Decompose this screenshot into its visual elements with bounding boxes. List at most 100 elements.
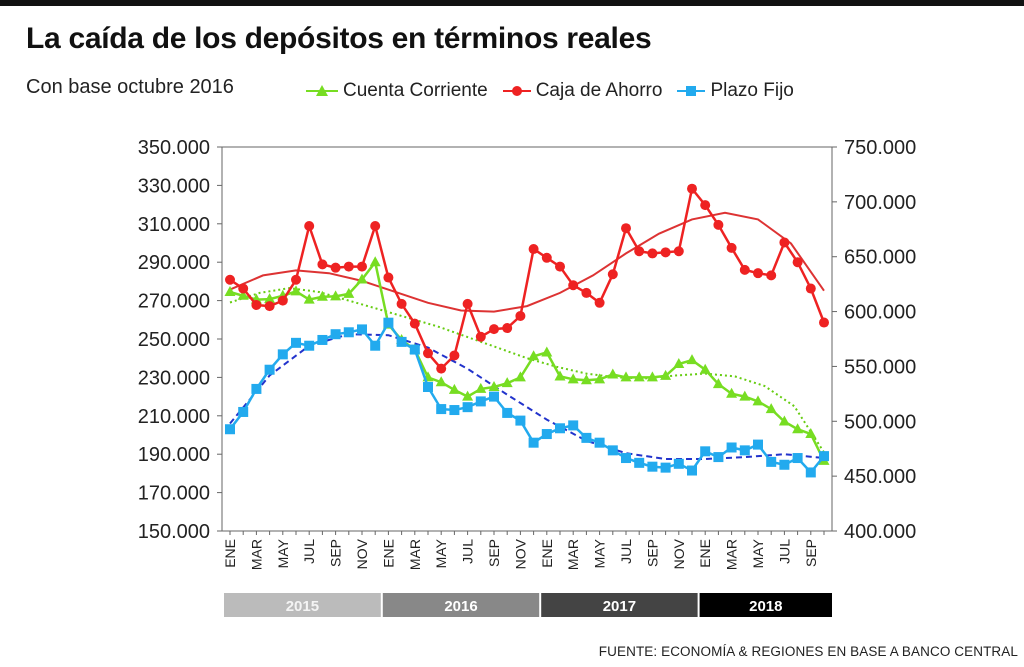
point-plazo-fijo	[792, 453, 803, 464]
x-tick-label: MAR	[724, 539, 740, 570]
point-caja-de-ahorro	[555, 261, 565, 272]
y-right-tick-label: 700.000	[844, 192, 916, 214]
y-left-tick-label: 330.000	[138, 175, 210, 197]
x-tick-label: SEP	[644, 539, 660, 567]
x-tick-label: NOV	[512, 538, 528, 569]
point-cuenta-corriente	[805, 428, 817, 439]
x-tick-label: MAY	[433, 538, 449, 568]
legend-label-cuenta-corriente: Cuenta Corriente	[343, 80, 488, 101]
point-plazo-fijo	[528, 437, 539, 448]
point-plazo-fijo	[687, 465, 697, 476]
chart-title: La caída de los depósitos en términos re…	[26, 22, 652, 55]
point-plazo-fijo	[726, 442, 737, 453]
legend-item-plazo-fijo: Plazo Fijo	[676, 80, 794, 102]
point-caja-de-ahorro	[502, 323, 513, 334]
point-caja-de-ahorro	[528, 244, 539, 255]
source-note: FUENTE: ECONOMÍA & REGIONES EN BASE A BA…	[598, 644, 1018, 659]
point-caja-de-ahorro	[647, 248, 658, 259]
point-cuenta-corriente	[541, 346, 553, 357]
point-plazo-fijo	[581, 432, 592, 443]
chart-legend: Cuenta Corriente Caja de Ahorro Plazo Fi…	[305, 78, 794, 104]
point-plazo-fijo	[238, 406, 249, 417]
point-plazo-fijo	[317, 334, 328, 345]
point-caja-de-ahorro	[739, 264, 750, 275]
point-plazo-fijo	[621, 453, 631, 464]
point-cuenta-corriente	[646, 371, 658, 382]
point-cuenta-corriente	[237, 289, 249, 300]
point-caja-de-ahorro	[634, 246, 645, 257]
point-caja-de-ahorro	[541, 252, 552, 263]
point-plazo-fijo	[489, 391, 499, 402]
legend-item-cuenta-corriente: Cuenta Corriente	[305, 80, 488, 102]
point-cuenta-corriente	[778, 415, 790, 426]
x-tick-label: JUL	[301, 539, 317, 564]
y-left-tick-label: 290.000	[138, 252, 210, 274]
trendline-caja-de-ahorro	[229, 211, 825, 313]
point-plazo-fijo	[805, 467, 816, 478]
point-cuenta-corriente	[369, 256, 381, 267]
point-cuenta-corriente	[594, 373, 606, 384]
point-cuenta-corriente	[316, 290, 328, 301]
point-cuenta-corriente	[356, 273, 368, 284]
x-tick-label: MAY	[275, 538, 291, 568]
year-band	[541, 593, 698, 617]
legend-marker-square-icon	[677, 86, 706, 96]
point-cuenta-corriente	[752, 395, 764, 406]
point-cuenta-corriente	[726, 387, 738, 398]
x-tick-label: SEP	[486, 539, 502, 567]
point-caja-de-ahorro	[568, 280, 579, 291]
year-band	[382, 593, 540, 617]
point-plazo-fijo	[423, 382, 433, 392]
point-caja-de-ahorro	[436, 363, 447, 374]
y-left-tick-label: 270.000	[138, 291, 210, 313]
point-plazo-fijo	[660, 462, 671, 473]
trendline-cuenta-corriente	[229, 287, 825, 453]
point-cuenta-corriente	[633, 371, 645, 382]
point-plazo-fijo	[370, 340, 381, 351]
x-tick-label: ENE	[539, 539, 555, 568]
point-cuenta-corriente	[607, 368, 619, 379]
point-plazo-fijo	[568, 420, 579, 431]
year-label: 2015	[286, 598, 319, 615]
point-caja-de-ahorro	[594, 297, 605, 308]
point-plazo-fijo	[277, 349, 288, 360]
point-caja-de-ahorro	[673, 246, 684, 257]
x-tick-label: MAR	[565, 539, 581, 570]
point-cuenta-corriente	[567, 373, 579, 384]
point-plazo-fijo	[449, 405, 460, 416]
point-plazo-fijo	[436, 404, 447, 415]
y-right-tick-label: 650.000	[844, 247, 916, 269]
x-tick-label: SEP	[328, 539, 344, 567]
y-left-tick-label: 230.000	[138, 367, 210, 389]
x-tick-label: ENE	[380, 539, 396, 568]
point-cuenta-corriente	[620, 371, 632, 382]
point-caja-de-ahorro	[370, 220, 381, 231]
point-cuenta-corriente	[673, 357, 685, 368]
point-cuenta-corriente	[501, 377, 513, 388]
y-left-tick-label: 150.000	[138, 521, 210, 543]
x-tick-label: MAR	[248, 539, 264, 570]
point-caja-de-ahorro	[581, 287, 592, 298]
point-cuenta-corriente	[475, 382, 487, 393]
point-plazo-fijo	[330, 329, 341, 340]
point-plazo-fijo	[700, 446, 711, 457]
point-cuenta-corriente	[462, 390, 474, 401]
point-plazo-fijo	[475, 396, 486, 407]
point-cuenta-corriente	[686, 354, 698, 365]
year-band	[699, 593, 832, 617]
point-caja-de-ahorro	[766, 270, 777, 281]
point-caja-de-ahorro	[396, 298, 407, 309]
chart-subtitle: Con base octubre 2016	[26, 76, 234, 98]
point-cuenta-corriente	[554, 370, 566, 381]
y-right-tick-label: 500.000	[844, 411, 916, 433]
legend-marker-triangle-icon	[306, 85, 338, 96]
point-plazo-fijo	[251, 383, 262, 394]
point-plazo-fijo	[819, 451, 829, 462]
point-caja-de-ahorro	[317, 259, 328, 270]
y-right-tick-label: 400.000	[844, 521, 916, 543]
top-border	[0, 0, 1024, 6]
point-cuenta-corriente	[224, 285, 236, 296]
point-cuenta-corriente	[448, 383, 460, 394]
x-tick-label: JUL	[776, 539, 792, 564]
point-caja-de-ahorro	[225, 274, 235, 285]
